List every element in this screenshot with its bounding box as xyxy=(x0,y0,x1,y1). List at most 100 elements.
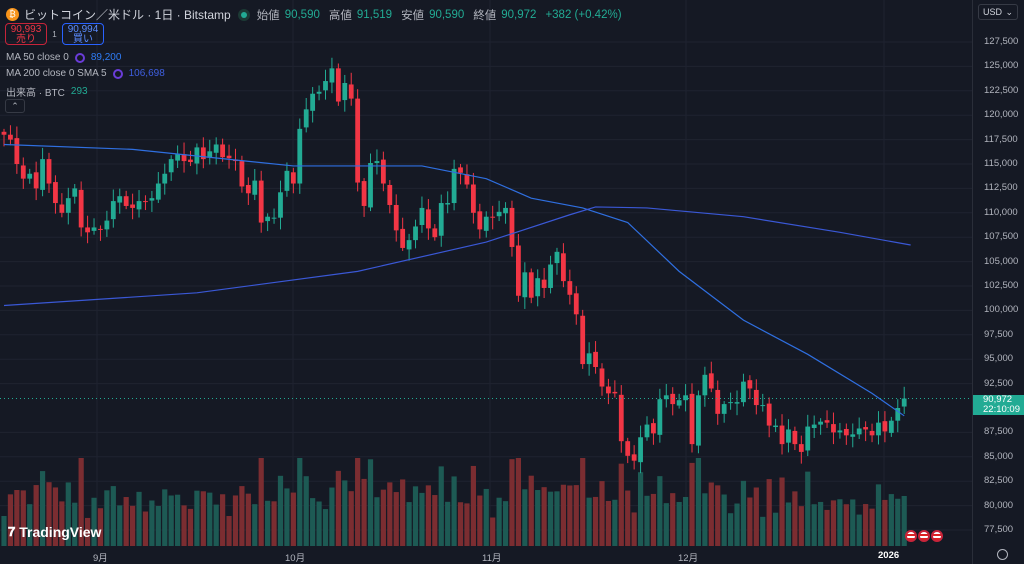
loading-icon xyxy=(74,52,85,63)
candle-body xyxy=(657,399,663,435)
candle-body xyxy=(419,207,425,225)
volume-bar xyxy=(547,491,554,546)
volume-bar xyxy=(181,505,187,546)
settings-gear-icon[interactable] xyxy=(997,549,1008,560)
volume-bar xyxy=(490,517,496,546)
us-flag-icon[interactable] xyxy=(918,530,930,542)
volume-bar xyxy=(785,502,792,546)
volume-bar xyxy=(84,517,91,546)
bar-countdown: 22:10:09 xyxy=(983,404,1020,415)
time-label: 11月 xyxy=(482,553,502,564)
candle-body xyxy=(258,180,264,223)
candle-body xyxy=(425,209,431,229)
tradingview-logo[interactable]: 𝟕 TradingView xyxy=(8,524,101,540)
volume-bar xyxy=(843,504,849,546)
sell-price: 90,993 xyxy=(10,24,42,35)
volume-bar xyxy=(586,497,592,546)
volume-bar xyxy=(657,476,663,546)
candle-body xyxy=(220,144,226,158)
candle-body xyxy=(72,188,78,197)
symbol-title[interactable]: ビットコイン／米ドル · 1日 · Bitstamp xyxy=(24,8,231,22)
candle-body xyxy=(496,211,502,217)
volume-bar xyxy=(284,488,290,546)
trade-buttons: 90,993 売り 1 90,994 買い xyxy=(5,23,104,45)
candle-body xyxy=(651,423,656,434)
candle-body xyxy=(805,426,811,451)
volume-bar xyxy=(142,511,149,546)
candle-body xyxy=(335,68,341,102)
candle-body xyxy=(451,168,457,204)
price-label: 102,500 xyxy=(984,280,1019,291)
candle-body xyxy=(747,380,753,389)
volume-bar xyxy=(824,509,830,546)
candle-body xyxy=(110,201,116,220)
bitcoin-icon: ₿ xyxy=(6,8,19,21)
volume-bar xyxy=(258,458,264,546)
indicator-value: 89,200 xyxy=(90,52,122,63)
price-label: 105,000 xyxy=(984,255,1019,267)
price-chart[interactable] xyxy=(0,0,972,546)
volume-bar xyxy=(798,506,804,546)
volume-bar xyxy=(451,476,457,546)
candle-body xyxy=(631,454,637,461)
volume-bar xyxy=(457,502,464,546)
volume-bar xyxy=(187,508,194,546)
volume-bar xyxy=(695,458,702,546)
price-label: 97,500 xyxy=(984,328,1014,340)
volume-bar xyxy=(830,500,837,546)
volume-bar xyxy=(625,490,631,546)
candle-body xyxy=(888,420,894,433)
spread: 1 xyxy=(52,29,57,39)
candle-body xyxy=(355,98,361,183)
volume-bar xyxy=(805,471,811,546)
indicator-value: 293 xyxy=(70,86,88,97)
volume-bar xyxy=(612,499,618,546)
volume-bar xyxy=(856,514,862,546)
high-label: 高値 xyxy=(328,9,352,22)
volume-bar xyxy=(811,504,817,546)
collapse-legend-button[interactable]: ⌃ xyxy=(5,99,25,113)
volume-bar xyxy=(477,495,483,546)
sell-label: 売り xyxy=(16,34,36,45)
candle-body xyxy=(760,405,766,407)
volume-bar xyxy=(162,489,168,546)
volume-bar xyxy=(483,488,489,546)
indicator-label: MA 200 close 0 SMA 5 xyxy=(6,68,107,79)
indicator-label: MA 50 close 0 xyxy=(6,52,69,63)
candle-body xyxy=(342,82,348,101)
volume-bar xyxy=(818,501,824,546)
candle-body xyxy=(59,204,65,213)
candle-body xyxy=(567,281,573,295)
candle-body xyxy=(136,201,142,210)
us-flag-icon[interactable] xyxy=(905,530,917,542)
volume-bar xyxy=(554,491,560,546)
currency-select[interactable]: USD ⌄ xyxy=(978,4,1018,20)
indicator-volume[interactable]: 出来高 · BTC 293 xyxy=(6,84,88,99)
volume-bar xyxy=(760,516,766,546)
buy-button[interactable]: 90,994 買い xyxy=(62,23,104,45)
volume-bar xyxy=(644,495,650,546)
price-label: 125,000 xyxy=(984,60,1019,72)
candle-body xyxy=(445,203,451,205)
indicator-ma50[interactable]: MA 50 close 0 89,200 xyxy=(6,52,121,63)
price-axis[interactable] xyxy=(972,0,1024,564)
indicator-ma200[interactable]: MA 200 close 0 SMA 5 106,698 xyxy=(6,68,165,79)
price-label: 117,500 xyxy=(984,133,1018,145)
candle-body xyxy=(123,196,129,206)
volume-bar xyxy=(335,470,341,546)
volume-bar xyxy=(123,497,129,546)
volume-bar xyxy=(33,485,39,546)
volume-bar xyxy=(303,476,309,546)
close-label: 終値 xyxy=(473,9,497,22)
candle-body xyxy=(406,240,412,250)
sell-button[interactable]: 90,993 売り xyxy=(5,23,47,45)
candle-body xyxy=(528,272,534,298)
us-flag-icon[interactable] xyxy=(931,530,943,542)
candle-body xyxy=(470,184,476,213)
volume-bar xyxy=(277,475,284,546)
volume-bar xyxy=(232,495,239,546)
candle-body xyxy=(573,293,579,315)
volume-bar xyxy=(117,505,123,546)
price-label: 127,500 xyxy=(984,36,1019,47)
candle-body xyxy=(593,351,598,368)
